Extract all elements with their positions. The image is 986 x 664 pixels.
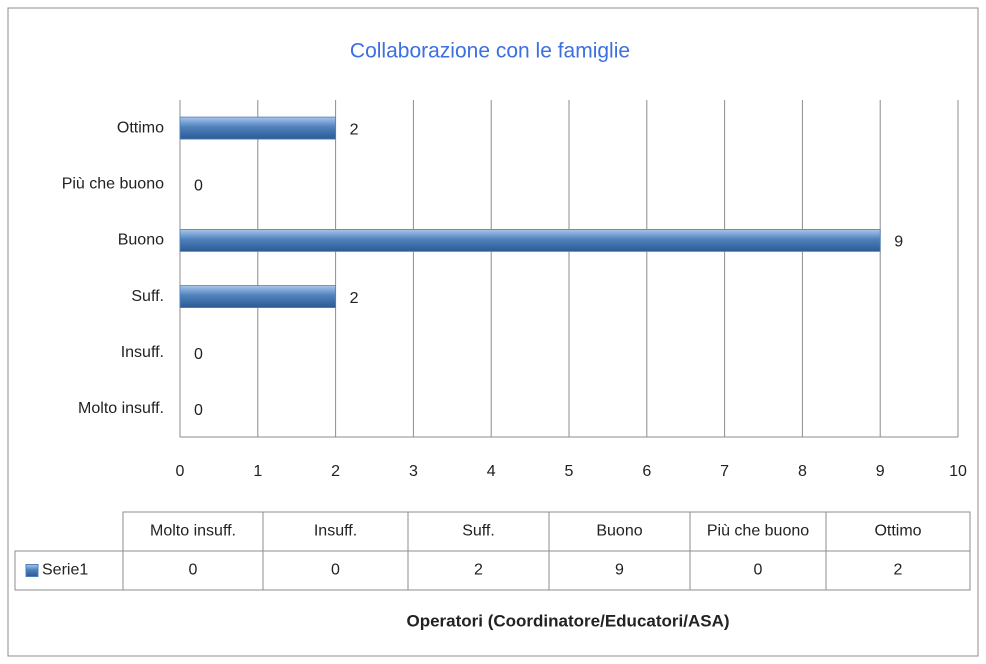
legend-key [25, 564, 39, 577]
table-header-label: Più che buono [707, 523, 809, 540]
y-tick-label: Ottimo [117, 119, 164, 136]
x-tick-label: 9 [876, 463, 885, 480]
data-label: 0 [194, 346, 203, 363]
data-label: 0 [194, 402, 203, 419]
x-tick-label: 8 [798, 463, 807, 480]
data-label: 9 [894, 234, 903, 251]
table-value: 9 [615, 562, 624, 579]
chart-title: Collaborazione con le famiglie [350, 40, 630, 63]
x-tick-label: 6 [642, 463, 651, 480]
x-tick-label: 4 [487, 463, 496, 480]
y-tick-label: Suff. [131, 288, 164, 305]
legend-label: Serie1 [42, 562, 88, 579]
table-header-label: Insuff. [314, 523, 357, 540]
y-tick-label: Insuff. [121, 344, 164, 361]
data-label: 0 [194, 177, 203, 194]
x-axis-label: Operatori (Coordinatore/Educatori/ASA) [406, 611, 729, 630]
table-header-label: Ottimo [874, 523, 921, 540]
table-value: 2 [474, 562, 483, 579]
table-value: 0 [189, 562, 198, 579]
table-cell [825, 550, 971, 591]
x-tick-label: 1 [253, 463, 262, 480]
data-label: 2 [350, 121, 359, 138]
y-tick-label: Buono [118, 232, 164, 249]
x-tick-label: 10 [949, 463, 967, 480]
data-label: 2 [350, 290, 359, 307]
bar [179, 229, 881, 252]
x-tick-label: 2 [331, 463, 340, 480]
x-tick-label: 3 [409, 463, 418, 480]
table-value: 0 [331, 562, 340, 579]
table-header-label: Suff. [462, 523, 495, 540]
y-tick-label: Molto insuff. [78, 400, 164, 417]
table-header-label: Buono [596, 523, 642, 540]
x-tick-label: 5 [565, 463, 574, 480]
table-header-label: Molto insuff. [150, 523, 236, 540]
bar [179, 285, 337, 308]
x-tick-label: 7 [720, 463, 729, 480]
y-tick-label: Più che buono [62, 175, 164, 192]
table-value: 2 [894, 562, 903, 579]
x-tick-label: 0 [176, 463, 185, 480]
chart-border [7, 7, 979, 657]
bar [179, 116, 337, 140]
table-value: 0 [754, 562, 763, 579]
